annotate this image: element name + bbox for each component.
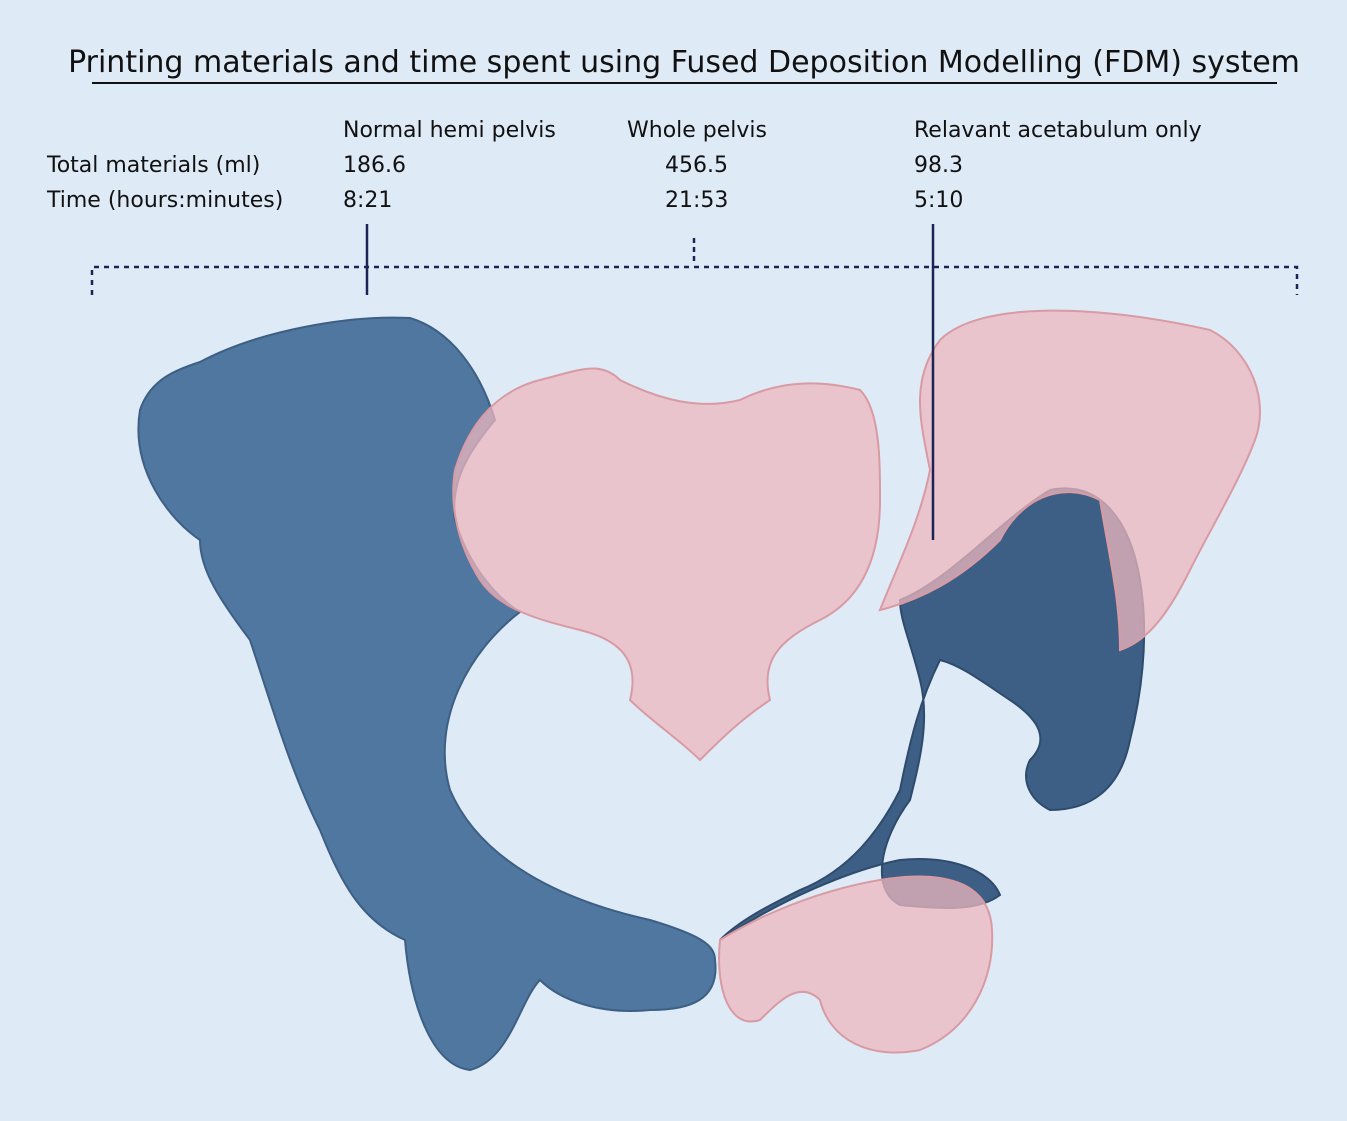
cell: 21:53 [665, 188, 728, 213]
column-header: Normal hemi pelvis [343, 118, 556, 143]
row-label: Time (hours:minutes) [46, 188, 283, 213]
title: Printing materials and time spent using … [68, 45, 1300, 80]
translucent-models [452, 309, 1261, 1054]
cell: 5:10 [914, 188, 963, 213]
column-header: Whole pelvis [627, 118, 767, 143]
brackets [90, 224, 1299, 295]
cell: 456.5 [665, 153, 728, 178]
cell: 8:21 [343, 188, 392, 213]
cell: 186.6 [343, 153, 406, 178]
row-label: Total materials (ml) [46, 153, 260, 178]
column-header: Relavant acetabulum only [914, 118, 1202, 143]
cell: 98.3 [914, 153, 963, 178]
